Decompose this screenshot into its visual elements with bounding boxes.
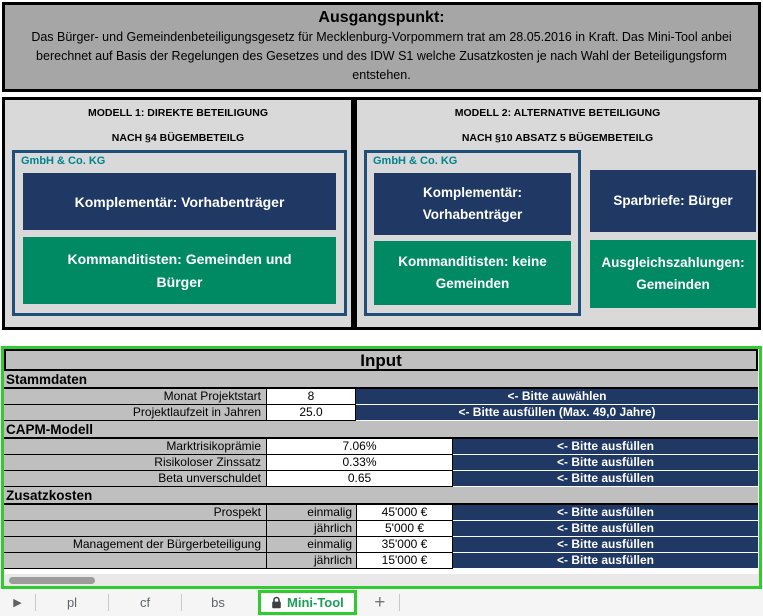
model1-kg-frame: GmbH & Co. KG Komplementär: Vorhabenträg… bbox=[12, 150, 347, 316]
section-header-capm: CAPM-Modell bbox=[4, 421, 759, 439]
hint-ausfuellen: <- Bitte ausfüllen bbox=[453, 537, 758, 553]
horizontal-scrollbar[interactable] bbox=[4, 574, 759, 586]
model1-panel: MODELL 1: DIREKTE BETEILIGUNG NACH §4 BÜ… bbox=[2, 97, 354, 330]
row-risikoloser-zinssatz: Risikoloser Zinssatz 0.33% <- Bitte ausf… bbox=[4, 455, 759, 471]
risikoloser-zinssatz-cell[interactable]: 0.33% bbox=[266, 455, 453, 471]
projektlaufzeit-cell[interactable]: 25.0 bbox=[266, 405, 356, 421]
row-monat-projektstart: Monat Projektstart 8 <- Bitte auwählen bbox=[4, 389, 759, 405]
hint-ausfuellen: <- Bitte ausfüllen bbox=[453, 521, 758, 537]
prospekt-einmalig-cell[interactable]: 45'000 € bbox=[356, 505, 453, 521]
add-sheet-button[interactable]: + bbox=[374, 591, 386, 613]
model1-group-label: GmbH & Co. KG bbox=[21, 155, 106, 167]
row-label bbox=[4, 553, 266, 569]
hint-ausfuellen: <- Bitte ausfüllen bbox=[453, 505, 758, 521]
row-label: Beta unverschuldet bbox=[4, 471, 266, 487]
row-beta-unverschuldet: Beta unverschuldet 0.65 <- Bitte ausfüll… bbox=[4, 471, 759, 487]
row-label: Monat Projektstart bbox=[4, 389, 266, 405]
row-label: Prospekt bbox=[4, 505, 266, 521]
row-prospekt-einmalig: Prospekt einmalig 45'000 € <- Bitte ausf… bbox=[4, 505, 759, 521]
row-label: Management der Bürgerbeteiligung bbox=[4, 537, 266, 553]
period-label: jährlich bbox=[266, 521, 356, 537]
prospekt-jaehrlich-cell[interactable]: 5'000 € bbox=[356, 521, 453, 537]
sheet-tab-mini-tool[interactable]: Mini-Tool bbox=[258, 590, 357, 615]
header-box: Ausgangspunkt: Das Bürger- und Gemeinden… bbox=[2, 2, 761, 92]
tab-divider bbox=[181, 594, 182, 611]
tab-divider bbox=[35, 594, 36, 611]
horizontal-scrollbar-thumb[interactable] bbox=[9, 577, 95, 584]
management-einmalig-cell[interactable]: 35'000 € bbox=[356, 537, 453, 553]
sheet-tab-mini-tool-label: Mini-Tool bbox=[287, 595, 344, 610]
row-projektlaufzeit: Projektlaufzeit in Jahren 25.0 <- Bitte … bbox=[4, 405, 759, 421]
period-label: einmalig bbox=[266, 537, 356, 553]
model2-ausgleichszahlungen-box: Ausgleichszahlungen: Gemeinden bbox=[590, 240, 756, 308]
header-body-text: Das Bürger- und Gemeindenbeteiligungsges… bbox=[31, 30, 732, 82]
sheet-tab-cf[interactable]: cf bbox=[139, 594, 151, 610]
management-jaehrlich-cell[interactable]: 15'000 € bbox=[356, 553, 453, 569]
hint-ausfuellen: <- Bitte ausfüllen bbox=[453, 455, 758, 471]
model2-group-label: GmbH & Co. KG bbox=[373, 155, 458, 167]
hint-ausfuellen-max: <- Bitte ausfüllen (Max. 49,0 Jahre) bbox=[356, 405, 758, 421]
model2-sparbriefe-box: Sparbriefe: Bürger bbox=[590, 170, 756, 232]
marktrisikopraemie-cell[interactable]: 7.06% bbox=[266, 439, 453, 455]
tab-divider bbox=[398, 594, 400, 611]
section-header-stammdaten: Stammdaten bbox=[4, 371, 759, 389]
model2-panel: MODELL 2: ALTERNATIVE BETEILIGUNG NACH §… bbox=[354, 97, 761, 330]
input-title-row: Input bbox=[4, 349, 759, 371]
row-management-jaehrlich: jährlich 15'000 € <- Bitte ausfüllen bbox=[4, 553, 759, 569]
row-marktrisikopraemie: Marktrisikoprämie 7.06% <- Bitte ausfüll… bbox=[4, 439, 759, 455]
model1-kommanditisten-box: Kommanditisten: Gemeinden und Bürger bbox=[23, 237, 336, 304]
row-management-einmalig: Management der Bürgerbeteiligung einmali… bbox=[4, 537, 759, 553]
input-section-highlight: Input Stammdaten Monat Projektstart 8 <-… bbox=[1, 346, 762, 589]
model2-kg-frame: GmbH & Co. KG Komplementär: Vorhabenträg… bbox=[364, 150, 581, 316]
sheet-tab-pl[interactable]: pl bbox=[66, 594, 78, 610]
period-label: jährlich bbox=[266, 553, 356, 569]
hint-ausfuellen: <- Bitte ausfüllen bbox=[453, 471, 758, 487]
model1-title: MODELL 1: DIREKTE BETEILIGUNG bbox=[87, 107, 269, 119]
tab-divider bbox=[108, 594, 109, 611]
header-title: Ausgangspunkt: bbox=[318, 9, 445, 26]
sheet-tab-bs[interactable]: bs bbox=[211, 594, 225, 610]
model1-komplementaer-box: Komplementär: Vorhabenträger bbox=[23, 173, 336, 230]
row-label: Marktrisikoprämie bbox=[4, 439, 266, 455]
hint-ausfuellen: <- Bitte ausfüllen bbox=[453, 439, 758, 455]
row-label: Projektlaufzeit in Jahren bbox=[4, 405, 266, 421]
model2-subtitle: NACH §10 ABSATZ 5 BÜGEMBETEILG bbox=[461, 132, 654, 144]
model2-kommanditisten-box: Kommanditisten: keine Gemeinden bbox=[374, 241, 571, 305]
monat-projektstart-cell[interactable]: 8 bbox=[266, 389, 356, 405]
row-label bbox=[4, 521, 266, 537]
lock-icon bbox=[271, 596, 282, 609]
model2-komplementaer-box: Komplementär: Vorhabenträger bbox=[374, 173, 571, 235]
beta-unverschuldet-cell[interactable]: 0.65 bbox=[266, 471, 453, 487]
sheet-tab-bar: ▶ pl cf bs Mini-Tool + bbox=[0, 589, 763, 616]
row-label: Risikoloser Zinssatz bbox=[4, 455, 266, 471]
sheet-nav-arrow-icon[interactable]: ▶ bbox=[13, 597, 22, 609]
model2-title: MODELL 2: ALTERNATIVE BETEILIGUNG bbox=[454, 107, 661, 119]
section-header-zusatzkosten: Zusatzkosten bbox=[4, 487, 759, 505]
period-label: einmalig bbox=[266, 505, 356, 521]
input-title: Input bbox=[4, 349, 758, 371]
row-prospekt-jaehrlich: jährlich 5'000 € <- Bitte ausfüllen bbox=[4, 521, 759, 537]
model1-subtitle: NACH §4 BÜGEMBETEILG bbox=[111, 132, 245, 144]
hint-ausfuellen: <- Bitte ausfüllen bbox=[453, 553, 758, 569]
hint-auswaehlen: <- Bitte auwählen bbox=[356, 389, 758, 405]
